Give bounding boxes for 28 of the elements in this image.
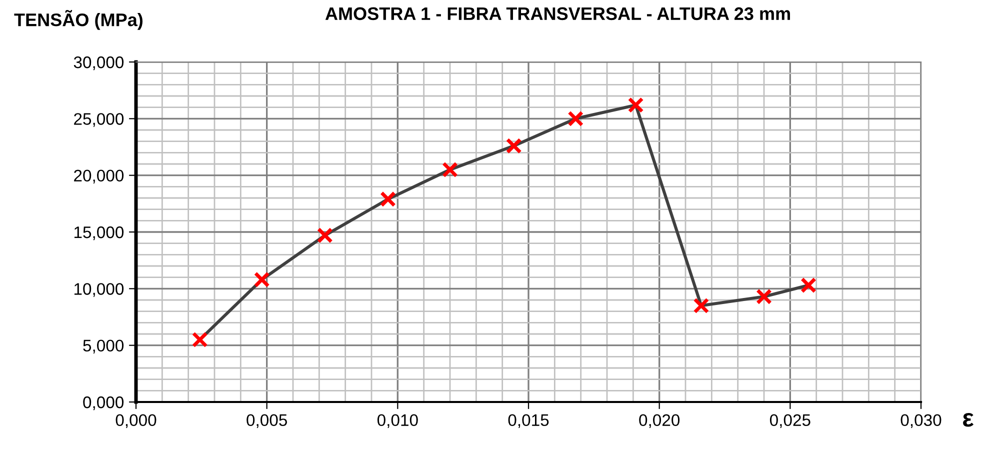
point (254, 272, 270, 288)
point (693, 298, 710, 314)
y-tick-label: 10,000 (74, 283, 124, 297)
point (380, 191, 396, 208)
y-axis-title: TENSÃO (MPa) (14, 10, 143, 30)
x-tick-label: 0,000 (116, 414, 156, 428)
x-axis-title: ε (963, 413, 974, 427)
y-tick-label: 30,000 (74, 56, 124, 70)
point (442, 162, 458, 178)
point (800, 277, 816, 294)
x-tick-label: 0,015 (508, 414, 549, 428)
x-tick-label: 0,025 (770, 414, 810, 428)
point (628, 97, 644, 114)
x-tick-label: 0,030 (900, 414, 942, 428)
y-tick-label: 5,000 (83, 340, 124, 354)
y-tick-label: 15,000 (74, 226, 124, 240)
point (192, 332, 208, 348)
chart-title: AMOSTRA 1 - FIBRA TRANSVERSAL - ALTURA 23 mm (325, 7, 790, 20)
point (568, 110, 584, 127)
y-tick-label: 20,000 (74, 170, 124, 184)
x-tick-label: 0,005 (246, 414, 287, 428)
y-tick-label: 25,000 (74, 113, 124, 127)
point (756, 288, 772, 305)
x-tick-label: 0,010 (377, 414, 418, 428)
point (316, 227, 333, 244)
x-tick-label: 0,020 (639, 414, 680, 428)
point (506, 138, 522, 154)
y-tick-label: 0,000 (83, 396, 124, 410)
